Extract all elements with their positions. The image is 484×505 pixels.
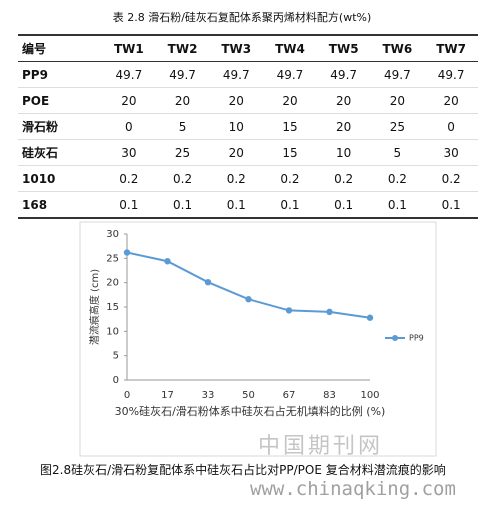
point <box>164 258 171 265</box>
y-tick-label: 15 <box>106 302 119 313</box>
y-tick-label: 20 <box>106 278 119 289</box>
table-cell: 20 <box>102 87 156 114</box>
table-cell: 49.7 <box>155 61 210 88</box>
table-cell: 49.7 <box>263 61 317 88</box>
table-cell: 0.1 <box>155 191 210 219</box>
table-cell: 0.2 <box>102 165 156 192</box>
table: 编号 TW1 TW2 TW3 TW4 TW5 TW6 TW7 PP9 49.7 49.7 49.7 49… <box>18 34 478 219</box>
point <box>123 249 131 256</box>
y-tick-label: 30 <box>106 229 119 240</box>
table-cell: 20 <box>209 87 264 114</box>
table-row: 编号 TW1 TW2 TW3 TW4 TW5 TW6 TW7 <box>18 34 478 62</box>
table-cell: 20 <box>316 87 371 114</box>
table-cell: 0.1 <box>263 191 317 219</box>
table-cell: 0.2 <box>263 165 317 192</box>
table-cell: 硅灰石 <box>18 139 102 166</box>
point <box>285 307 293 314</box>
table-cell: 滑石粉 <box>18 113 102 140</box>
y-tick-label: 5 <box>113 351 119 362</box>
table-cell: 49.7 <box>102 61 156 88</box>
table-cell: 5 <box>370 139 425 166</box>
table-cell: 30 <box>424 139 478 166</box>
table-cell: TW6 <box>370 34 425 62</box>
point <box>245 296 252 303</box>
x-tick-label: 33 <box>202 390 215 401</box>
table-cell: TW4 <box>263 34 317 62</box>
table-cell: 49.7 <box>316 61 371 88</box>
table-cell: 20 <box>263 87 317 114</box>
table-cell: 15 <box>263 139 317 166</box>
chart-frame <box>79 221 437 457</box>
table-cell: 0.1 <box>370 191 425 219</box>
table-cell: 30 <box>102 139 156 166</box>
table-cell: 0.2 <box>209 165 264 192</box>
table-cell: POE <box>18 87 102 114</box>
table-cell: 49.7 <box>424 61 478 88</box>
table-cell: 10 <box>316 139 371 166</box>
line <box>126 251 371 319</box>
y-tick-label: 0 <box>113 375 119 386</box>
table-cell: TW7 <box>424 34 478 62</box>
y-tick-label: 10 <box>106 326 119 337</box>
table-cell: 20 <box>155 87 210 114</box>
table-row: 168 0.1 0.1 0.1 0.1 0.1 0.1 0.1 <box>18 191 478 219</box>
table-cell: TW3 <box>209 34 264 62</box>
table-row: 硅灰石 30 25 20 15 10 5 30 <box>18 139 478 166</box>
x-tick-label: 17 <box>161 390 174 401</box>
table-cell: TW2 <box>155 34 210 62</box>
x-axis-label: 30%硅灰石/滑石粉体系中硅灰石占无机填料的比例 (%) <box>114 405 386 418</box>
table-cell: 1010 <box>18 165 102 192</box>
table-cell: 0 <box>102 113 156 140</box>
y-axis-label: 潜流痕高度 (cm) <box>88 269 101 345</box>
table-cell: 0.2 <box>370 165 425 192</box>
x-tick-label: 67 <box>283 390 296 401</box>
table-cell: 15 <box>263 113 317 140</box>
table-cell: 5 <box>155 113 210 140</box>
table-title: 表 2.8 滑石粉/硅灰石复配体系聚丙烯材料配方(wt%) <box>112 11 372 24</box>
table-cell: 0.2 <box>316 165 371 192</box>
point <box>326 308 333 316</box>
point <box>366 314 374 321</box>
table-cell: 0 <box>424 113 478 140</box>
table-cell: 20 <box>209 139 264 166</box>
table-cell: 0.1 <box>316 191 371 219</box>
table-cell: 0.1 <box>209 191 264 219</box>
table-cell: 49.7 <box>209 61 264 88</box>
x-tick-label: 50 <box>242 390 255 401</box>
x-tick-label: 100 <box>360 390 379 401</box>
table-cell: PP9 <box>18 61 102 88</box>
table-cell: 20 <box>370 87 425 114</box>
table-row: PP9 49.7 49.7 49.7 49.7 49.7 49.7 49.7 <box>18 61 478 88</box>
y-tick-label: 25 <box>106 253 119 264</box>
table-cell: 0.2 <box>424 165 478 192</box>
table-cell: 20 <box>316 113 371 140</box>
table-cell: 49.7 <box>370 61 425 88</box>
table-row: 滑石粉 0 5 10 15 20 25 0 <box>18 113 478 140</box>
table-cell: 25 <box>370 113 425 140</box>
table-cell: 25 <box>155 139 210 166</box>
x-tick-label: 83 <box>323 390 336 401</box>
caption: 图2.8硅灰石/滑石粉复配体系中硅灰石占比对PP/POE 复合材料潜流痕的影响 <box>40 463 446 477</box>
legend-marker <box>392 335 398 341</box>
table-row: POE 20 20 20 20 20 20 20 <box>18 87 478 114</box>
table-cell: 10 <box>209 113 264 140</box>
table-cell: TW5 <box>316 34 371 62</box>
legend-label: PP9 <box>409 334 424 343</box>
watermark-name: 中国期刊网 <box>258 434 384 459</box>
table-cell: TW1 <box>102 34 156 62</box>
point <box>204 278 212 286</box>
table-cell: 0.1 <box>102 191 156 219</box>
table-cell: 编号 <box>18 34 102 62</box>
table-cell: 0.1 <box>424 191 478 219</box>
watermark-url: www.chinaqking.com <box>250 478 456 500</box>
table-cell: 0.2 <box>155 165 210 192</box>
table-cell: 168 <box>18 191 102 219</box>
table-cell: 20 <box>424 87 478 114</box>
table-row: 1010 0.2 0.2 0.2 0.2 0.2 0.2 0.2 <box>18 165 478 192</box>
x-tick-label: 0 <box>124 390 130 401</box>
